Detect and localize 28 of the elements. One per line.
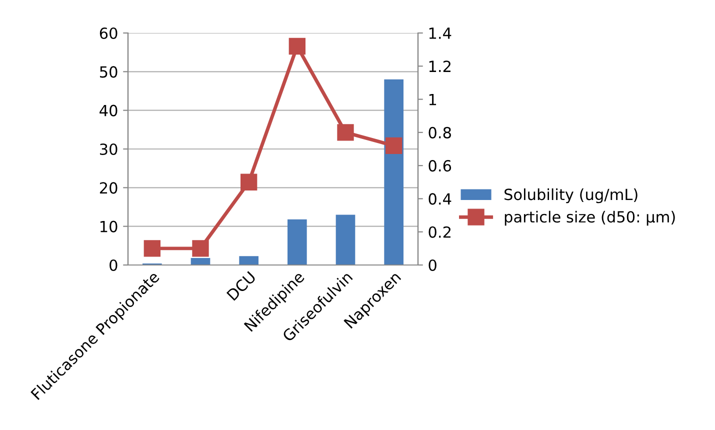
y2-tick-label: 1.4 <box>429 28 452 39</box>
point <box>144 240 160 257</box>
y-tick-label: 40 <box>100 104 118 116</box>
y2-tick-label: 0.2 <box>428 226 450 238</box>
legend-label: Solubility (ug/mL) <box>504 188 638 204</box>
point <box>386 137 402 154</box>
bar <box>384 79 404 265</box>
y-tick-label: 0 <box>110 259 118 272</box>
y2-tick-label: 0.6 <box>428 160 452 172</box>
point <box>240 174 258 190</box>
y-tick-label: 60 <box>100 27 118 40</box>
y-tick-label: 20 <box>100 182 118 194</box>
y2-tick-label: 0.8 <box>428 126 451 138</box>
bar <box>190 258 210 265</box>
y-tick-label: 50 <box>100 66 118 78</box>
bar <box>239 256 258 265</box>
y2-tick-label: 1 <box>429 94 436 106</box>
y2-tick-label: 0.4 <box>428 193 452 205</box>
y2-tick-label: 1.2 <box>429 60 450 72</box>
bar <box>288 219 307 265</box>
bar <box>336 214 356 265</box>
y-tick-label: 10 <box>100 220 118 232</box>
y2-tick-label: 0 <box>428 259 436 272</box>
point <box>192 240 209 257</box>
y-tick-label: 30 <box>100 143 118 156</box>
legend-label: particle size (d50: µm) <box>504 210 675 226</box>
point <box>288 38 306 55</box>
point <box>337 124 354 141</box>
